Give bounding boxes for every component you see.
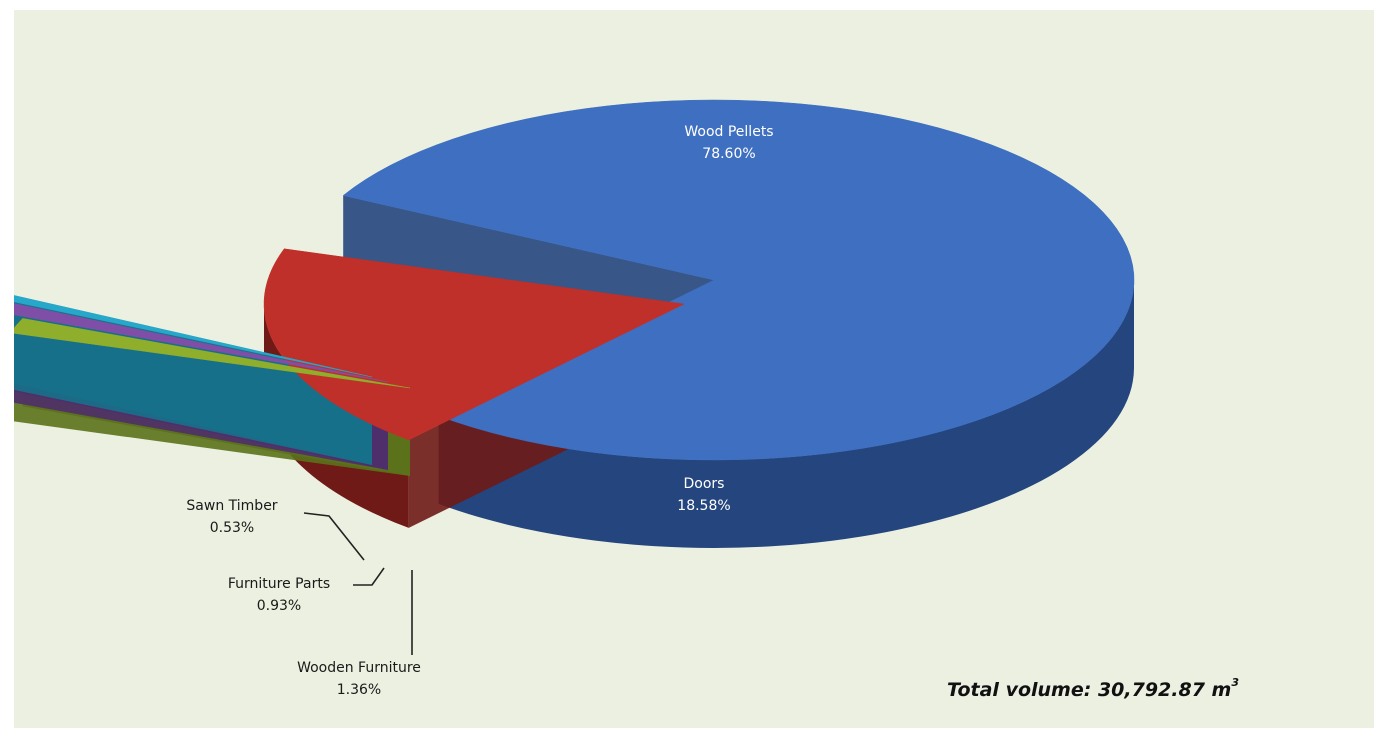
value-label-furniture-parts: 0.93% xyxy=(257,598,301,614)
leader-line-furniture-parts xyxy=(353,567,385,586)
pie-slice-sawn-timber xyxy=(14,295,373,378)
label-wooden-furniture: Wooden Furniture xyxy=(297,660,421,676)
value-label-wood-pellets: 78.60% xyxy=(702,146,755,162)
label-wood-pellets: Wood Pellets xyxy=(684,124,773,140)
pie-slice-wooden-furniture xyxy=(14,318,411,389)
label-sawn-timber: Sawn Timber xyxy=(186,498,277,514)
pie-top-layer xyxy=(14,99,1135,461)
total-volume-annotation: Total volume: 30,792.87 m3 xyxy=(947,676,1239,701)
pie-slice-doors xyxy=(263,248,685,441)
value-label-doors: 18.58% xyxy=(677,498,730,514)
pie-slice-furniture-parts xyxy=(14,303,389,383)
label-doors: Doors xyxy=(684,476,725,492)
label-furniture-parts: Furniture Parts xyxy=(228,576,330,592)
pie-slice-side-wood-pellets xyxy=(438,280,1134,548)
value-label-wooden-furniture: 1.36% xyxy=(337,682,381,698)
chart-frame: Wood Pellets 78.60% Doors 18.58% Wooden Furn… xyxy=(14,10,1374,728)
leader-lines xyxy=(303,512,413,655)
pie-chart: Wood Pellets 78.60% Doors 18.58% Wooden Furn… xyxy=(14,99,1239,701)
value-label-sawn-timber: 0.53% xyxy=(210,520,254,536)
leader-line-sawn-timber xyxy=(303,512,365,561)
slice-labels: Wood Pellets 78.60% Doors 18.58% Wooden Furn… xyxy=(186,124,773,698)
